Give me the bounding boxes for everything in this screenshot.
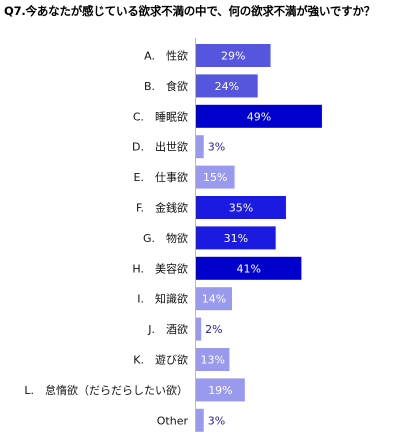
category-label: D. 出世欲 bbox=[132, 140, 188, 154]
value-label: 29% bbox=[221, 50, 245, 63]
category-label: J. 酒欲 bbox=[147, 322, 188, 336]
category-label: C. 睡眠欲 bbox=[133, 109, 188, 123]
bar bbox=[196, 408, 204, 432]
bar bbox=[196, 196, 286, 219]
value-label: 35% bbox=[229, 202, 253, 215]
chart-title: Q7.今あなたが感じている欲求不満の中で、何の欲求不満が強いですか？ bbox=[4, 4, 376, 18]
bar bbox=[196, 165, 235, 189]
value-label: 31% bbox=[224, 232, 248, 245]
bar bbox=[196, 348, 230, 371]
bar bbox=[196, 104, 322, 128]
category-label: L. 怠惰欲（だらだらしたい欲） bbox=[24, 383, 188, 397]
category-label: E. 仕事欲 bbox=[134, 170, 188, 184]
value-label: 24% bbox=[215, 80, 239, 93]
value-label: 13% bbox=[200, 354, 224, 367]
bar bbox=[196, 256, 302, 280]
value-label: 3% bbox=[208, 414, 225, 427]
category-label: B. 食欲 bbox=[144, 79, 188, 93]
value-label: 15% bbox=[203, 171, 227, 184]
category-label: H. 美容欲 bbox=[132, 261, 188, 275]
bar bbox=[196, 287, 232, 311]
value-label: 19% bbox=[208, 384, 232, 397]
category-label: A. 性欲 bbox=[144, 49, 188, 63]
bar bbox=[196, 74, 258, 98]
category-label: I. 知識欲 bbox=[137, 292, 188, 306]
bar bbox=[196, 44, 271, 67]
category-label: F. 金銭欲 bbox=[136, 201, 188, 215]
value-label: 41% bbox=[236, 262, 260, 275]
value-label: 2% bbox=[205, 323, 222, 336]
bar bbox=[196, 226, 276, 250]
bar bbox=[196, 135, 204, 159]
category-label: K. 遊び欲 bbox=[133, 353, 188, 367]
value-label: 49% bbox=[247, 110, 271, 123]
category-label: Other bbox=[157, 414, 189, 427]
bar bbox=[196, 378, 245, 402]
bar bbox=[196, 317, 202, 341]
category-label: G. 物欲 bbox=[143, 231, 188, 245]
value-label: 14% bbox=[202, 293, 226, 306]
value-label: 3% bbox=[208, 141, 225, 154]
